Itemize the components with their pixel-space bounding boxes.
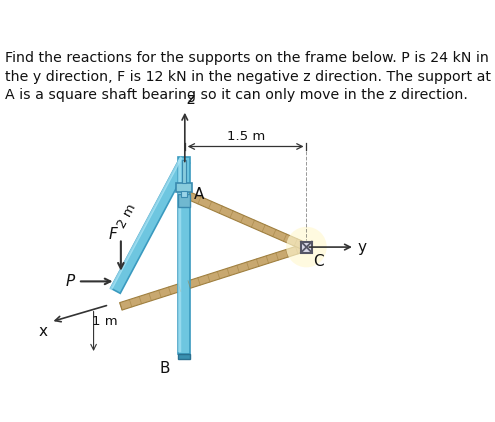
Bar xyxy=(182,160,187,183)
Text: 1 m: 1 m xyxy=(92,315,118,328)
Text: Find the reactions for the supports on the frame below. P is 24 kN in
the y dire: Find the reactions for the supports on t… xyxy=(5,51,492,102)
Text: x: x xyxy=(39,324,48,339)
Text: C: C xyxy=(313,254,324,269)
Text: y: y xyxy=(358,240,367,254)
Bar xyxy=(181,191,187,197)
Polygon shape xyxy=(110,158,190,293)
Bar xyxy=(301,242,312,252)
Polygon shape xyxy=(187,192,308,251)
Text: 2 m: 2 m xyxy=(115,202,139,231)
Text: F: F xyxy=(109,227,118,242)
Circle shape xyxy=(286,227,327,268)
Polygon shape xyxy=(178,354,190,359)
Text: P: P xyxy=(66,274,75,289)
Text: 1.5 m: 1.5 m xyxy=(227,130,265,143)
Polygon shape xyxy=(120,243,308,310)
Text: z: z xyxy=(187,92,195,107)
Text: A: A xyxy=(194,187,204,202)
Bar xyxy=(176,183,192,192)
Bar xyxy=(178,194,190,206)
Polygon shape xyxy=(178,157,190,354)
Text: B: B xyxy=(160,361,170,376)
